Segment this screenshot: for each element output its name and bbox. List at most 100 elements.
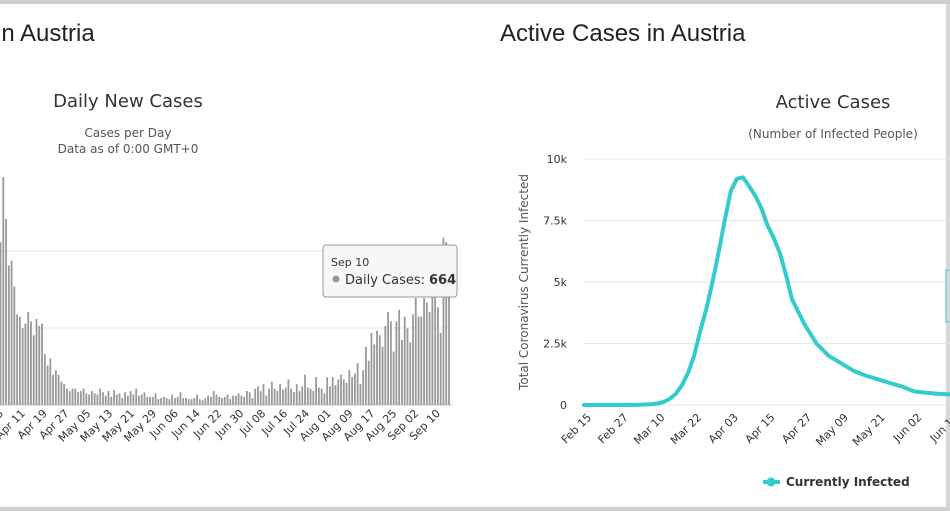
- daily-cases-bar: [439, 332, 442, 405]
- daily-cases-bar: [82, 388, 85, 405]
- daily-cases-bar: [21, 328, 24, 405]
- daily-cases-bar: [18, 316, 21, 405]
- active-cases-x-tick-label: Mar 10: [631, 411, 667, 447]
- active-cases-subtitle: (Number of Infected People): [748, 127, 918, 141]
- active-cases-tooltip-edge: [945, 269, 950, 323]
- daily-cases-bar: [118, 393, 121, 405]
- tooltip-value: 664: [429, 273, 456, 288]
- daily-cases-bar: [229, 399, 232, 405]
- daily-cases-bar: [52, 374, 54, 405]
- daily-cases-bar: [104, 395, 107, 405]
- active-cases-y-tick-label: 5k: [554, 276, 568, 289]
- daily-cases-bar: [401, 339, 403, 405]
- daily-cases-bar: [207, 395, 210, 405]
- daily-cases-bar: [257, 386, 259, 405]
- daily-cases-bar: [378, 335, 381, 405]
- daily-cases-bar: [295, 384, 298, 405]
- active-cases-legend[interactable]: Currently Infected: [763, 475, 910, 489]
- active-cases-x-tick-label: Apr 15: [743, 411, 778, 446]
- daily-cases-bar: [243, 396, 246, 405]
- daily-cases-bar: [54, 370, 57, 405]
- daily-cases-bar: [168, 399, 171, 405]
- daily-cases-bar: [376, 330, 378, 405]
- daily-cases-bar: [218, 396, 221, 405]
- tooltip-date: Sep 10: [331, 256, 369, 269]
- daily-cases-bar: [187, 399, 190, 405]
- daily-cases-bar: [448, 250, 450, 405]
- tooltip-box: [322, 244, 458, 298]
- daily-cases-bar: [215, 394, 218, 405]
- daily-cases-bar: [60, 381, 63, 405]
- daily-cases-bar: [345, 382, 348, 405]
- daily-cases-bar: [151, 396, 154, 405]
- daily-cases-bars: [0, 177, 450, 405]
- daily-cases-bar: [414, 298, 417, 405]
- daily-cases-bar: [246, 391, 248, 405]
- right-frame-border: [946, 4, 950, 507]
- top-frame-border: [0, 0, 950, 4]
- daily-cases-bar: [434, 293, 437, 405]
- daily-cases-bar: [276, 391, 279, 405]
- daily-cases-bar: [226, 394, 229, 405]
- daily-cases-bar: [212, 391, 215, 405]
- daily-cases-bar: [340, 374, 342, 405]
- daily-cases-bar: [7, 265, 10, 405]
- daily-cases-bar: [154, 393, 157, 405]
- daily-cases-bar: [281, 389, 284, 405]
- daily-cases-bar: [113, 389, 115, 405]
- daily-cases-bar: [428, 311, 431, 405]
- daily-cases-bar: [223, 396, 226, 405]
- daily-cases-bar: [63, 384, 66, 405]
- daily-cases-bar: [196, 394, 198, 405]
- daily-cases-bar: [420, 316, 423, 405]
- tooltip-label: Daily Cases:: [345, 273, 425, 288]
- daily-cases-bar: [68, 391, 71, 405]
- daily-cases-bar: [353, 373, 356, 405]
- active-cases-x-tick-label: Jun 02: [890, 411, 924, 445]
- daily-cases-bar: [90, 391, 93, 405]
- daily-cases-section-title: in Austria: [0, 20, 95, 47]
- daily-cases-bar: [298, 391, 301, 405]
- daily-cases-bar: [362, 370, 365, 405]
- daily-cases-bar: [367, 360, 370, 405]
- daily-cases-bar: [423, 298, 425, 405]
- daily-cases-bar: [254, 388, 257, 405]
- daily-cases-bar: [201, 400, 204, 405]
- daily-cases-bar: [110, 396, 113, 405]
- daily-cases-bar: [135, 388, 138, 405]
- daily-cases-bar: [237, 393, 240, 405]
- daily-cases-bar: [35, 318, 38, 405]
- daily-cases-bar: [221, 398, 223, 405]
- daily-cases-bar: [301, 386, 304, 405]
- daily-cases-bar: [85, 393, 88, 405]
- daily-cases-bar: [182, 398, 185, 405]
- daily-cases-bar: [406, 328, 409, 405]
- daily-cases-bar: [398, 309, 401, 405]
- daily-cases-bar: [334, 385, 337, 405]
- daily-cases-bar: [403, 316, 406, 405]
- daily-cases-bar: [320, 388, 323, 405]
- daily-cases-bar: [71, 388, 74, 405]
- daily-cases-bar: [204, 398, 207, 405]
- daily-cases-bar: [16, 314, 19, 405]
- legend-label-currently-infected: Currently Infected: [786, 475, 910, 489]
- daily-cases-bar: [160, 398, 162, 405]
- daily-cases-bar: [445, 242, 448, 405]
- daily-cases-bar: [107, 391, 110, 405]
- active-cases-gridlines: [584, 158, 950, 406]
- daily-cases-bar: [284, 387, 287, 405]
- daily-cases-tooltip: Sep 10 Daily Cases: 664: [322, 244, 458, 298]
- daily-cases-bar: [279, 384, 282, 405]
- daily-cases-bar: [259, 391, 262, 405]
- daily-cases-bar: [365, 346, 367, 405]
- daily-cases-bar: [96, 394, 99, 405]
- daily-cases-bar: [0, 242, 2, 405]
- daily-cases-bar: [132, 394, 135, 405]
- daily-cases-bar: [387, 311, 389, 405]
- tooltip-row: Daily Cases: 664: [345, 273, 456, 288]
- currently-infected-line: [582, 175, 950, 407]
- daily-cases-bar: [431, 288, 434, 405]
- daily-cases-bar: [409, 342, 412, 405]
- daily-cases-bar: [77, 392, 79, 405]
